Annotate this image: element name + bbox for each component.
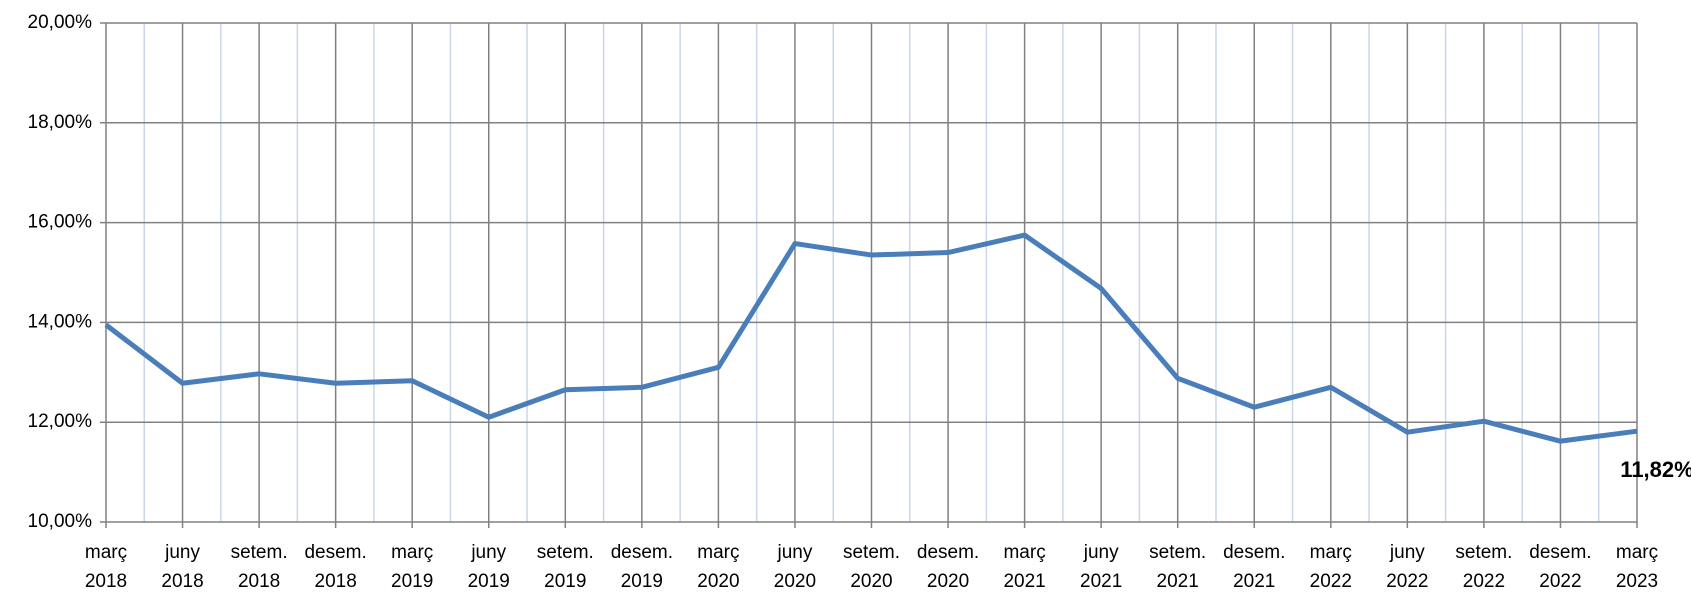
- x-tick-label: setem. 2021: [1149, 542, 1206, 592]
- x-tick-label: setem. 2018: [231, 542, 288, 592]
- x-tick-label: juny 2018: [161, 542, 203, 592]
- value-label: 11,82%: [1620, 457, 1691, 482]
- x-tick-label: març 2023: [1616, 542, 1658, 592]
- y-tick-label: 20,00%: [28, 12, 93, 33]
- x-tick-label: març 2020: [697, 542, 739, 592]
- x-tick-label: desem. 2019: [611, 542, 673, 592]
- x-tick-label: setem. 2019: [537, 542, 594, 592]
- y-tick-label: 18,00%: [28, 112, 93, 133]
- x-tick-label: desem. 2018: [304, 542, 366, 592]
- x-tick-label: desem. 2020: [917, 542, 979, 592]
- y-tick-label: 14,00%: [28, 311, 93, 332]
- x-tick-label: juny 2019: [468, 542, 510, 592]
- x-tick-label: març 2022: [1310, 542, 1352, 592]
- x-tick-label: març 2018: [85, 542, 127, 592]
- x-tick-label: juny 2022: [1386, 542, 1428, 592]
- x-tick-label: setem. 2022: [1455, 542, 1512, 592]
- line: [104, 232, 1638, 444]
- x-tick-label: juny 2021: [1080, 542, 1122, 592]
- x-tick-label: desem. 2021: [1223, 542, 1285, 592]
- x-tick-label: desem. 2022: [1529, 542, 1591, 592]
- x-tick-label: març 2021: [1003, 542, 1045, 592]
- x-tick-label: juny 2020: [774, 542, 816, 592]
- y-tick-label: 10,00%: [28, 511, 93, 532]
- x-tick-label: març 2019: [391, 542, 433, 592]
- x-tick-label: setem. 2020: [843, 542, 900, 592]
- y-tick-label: 12,00%: [28, 411, 93, 432]
- y-tick-label: 16,00%: [28, 212, 93, 233]
